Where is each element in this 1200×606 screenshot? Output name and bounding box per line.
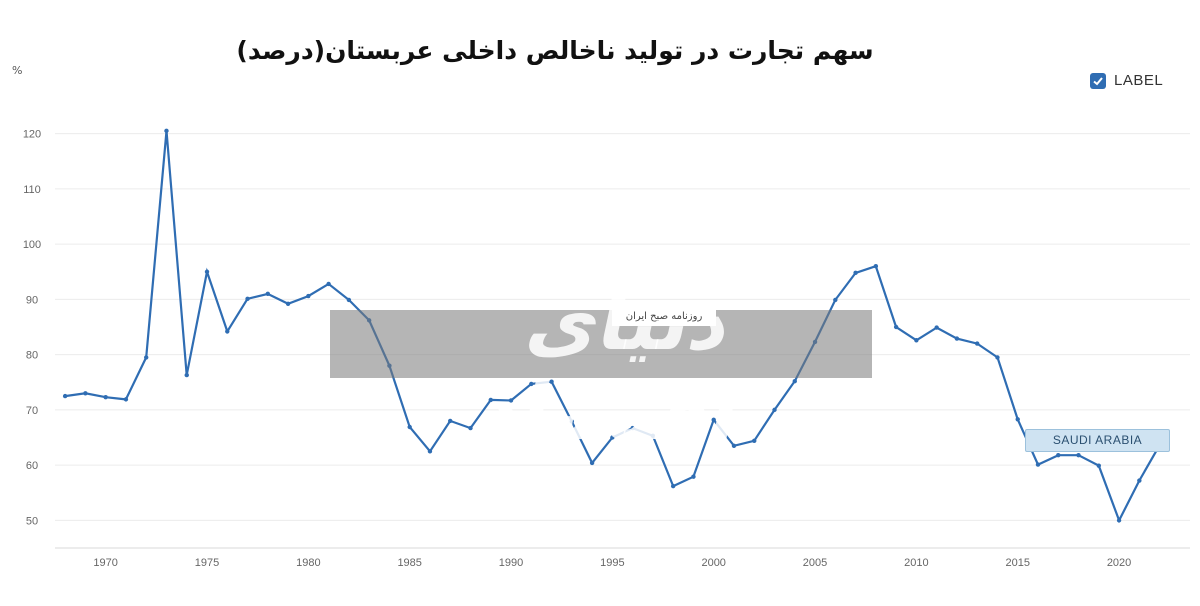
x-tick-label: 1970 xyxy=(93,557,117,569)
data-point[interactable] xyxy=(103,394,108,400)
y-tick-label: 110 xyxy=(23,184,41,196)
data-point[interactable] xyxy=(83,391,88,396)
data-point[interactable] xyxy=(1076,452,1081,458)
data-point[interactable] xyxy=(245,296,250,302)
data-point[interactable] xyxy=(873,264,879,269)
data-point[interactable] xyxy=(630,425,635,431)
y-tick-label: 120 xyxy=(23,129,41,141)
data-point[interactable] xyxy=(731,443,737,448)
data-point[interactable] xyxy=(954,336,960,341)
data-point[interactable] xyxy=(995,355,1000,360)
watermark-band xyxy=(330,310,872,378)
data-point[interactable] xyxy=(529,381,534,387)
data-point[interactable] xyxy=(833,297,838,303)
data-point[interactable] xyxy=(650,433,656,439)
data-point[interactable] xyxy=(306,293,311,299)
watermark-logo-text: دنیای اقتصاد xyxy=(472,278,748,458)
series-tag: SAUDI ARABIA xyxy=(1025,429,1170,452)
data-point[interactable] xyxy=(448,418,453,424)
x-tick-label: 2010 xyxy=(904,557,928,569)
data-point[interactable] xyxy=(914,338,919,343)
data-point[interactable] xyxy=(772,407,777,413)
data-point[interactable] xyxy=(792,378,797,384)
y-axis-unit: % xyxy=(12,64,23,77)
y-axis-ticks: 50 60 70 80 90 100 110 120 xyxy=(23,129,41,528)
data-point[interactable] xyxy=(144,355,149,360)
data-point[interactable] xyxy=(123,397,129,402)
data-point[interactable] xyxy=(610,435,615,440)
x-tick-label: 1975 xyxy=(195,557,219,569)
data-point[interactable] xyxy=(427,449,433,454)
y-tick-label: 70 xyxy=(26,405,38,417)
data-point[interactable] xyxy=(752,438,757,444)
data-point[interactable] xyxy=(184,372,189,378)
data-point[interactable] xyxy=(1015,417,1020,422)
data-point[interactable] xyxy=(407,424,412,430)
data-point[interactable] xyxy=(1056,452,1061,458)
data-point[interactable] xyxy=(508,398,514,403)
data-point[interactable] xyxy=(1137,478,1142,483)
data-point[interactable] xyxy=(1035,462,1041,467)
data-point[interactable] xyxy=(893,324,899,330)
data-point[interactable] xyxy=(711,417,716,423)
x-tick-label: 2000 xyxy=(701,557,725,569)
data-point[interactable] xyxy=(204,269,210,274)
x-tick-label: 1990 xyxy=(499,557,523,569)
data-point[interactable] xyxy=(974,341,980,346)
y-tick-label: 50 xyxy=(26,515,38,527)
data-point[interactable] xyxy=(670,483,676,489)
y-tick-label: 100 xyxy=(23,239,41,251)
data-point[interactable] xyxy=(468,425,473,431)
data-point[interactable] xyxy=(853,270,858,276)
x-tick-label: 1985 xyxy=(397,557,421,569)
y-tick-label: 90 xyxy=(26,294,38,306)
data-point[interactable] xyxy=(164,128,169,134)
data-point[interactable] xyxy=(488,397,493,403)
legend-label: LABEL xyxy=(1114,72,1164,89)
data-point[interactable] xyxy=(589,460,595,466)
x-axis-ticks: 1970 1975 1980 1985 1990 1995 2000 2005 2010 2015… xyxy=(93,557,1131,569)
data-point[interactable] xyxy=(326,281,331,287)
x-tick-label: 1995 xyxy=(600,557,624,569)
y-tick-label: 80 xyxy=(26,350,38,362)
checkbox-checked-icon[interactable] xyxy=(1090,72,1106,89)
data-point[interactable] xyxy=(62,393,68,399)
data-point[interactable] xyxy=(285,301,291,306)
data-point[interactable] xyxy=(346,297,352,303)
data-point[interactable] xyxy=(1116,518,1122,523)
x-tick-label: 1980 xyxy=(296,557,320,569)
legend-toggle[interactable]: LABEL xyxy=(1090,72,1163,89)
x-tick-label: 2015 xyxy=(1005,557,1029,569)
y-tick-label: 60 xyxy=(26,460,38,472)
data-point[interactable] xyxy=(1096,463,1101,468)
x-tick-label: 2005 xyxy=(803,557,827,569)
chart-title: سهم تجارت در تولید ناخالص داخلی عربستان(… xyxy=(236,36,874,65)
data-point[interactable] xyxy=(934,325,939,330)
watermark-subtitle: روزنامه صبح ایران xyxy=(612,308,716,326)
data-point[interactable] xyxy=(265,291,271,297)
data-point[interactable] xyxy=(549,379,554,384)
x-tick-label: 2020 xyxy=(1107,557,1131,569)
data-point[interactable] xyxy=(569,419,575,424)
data-point[interactable] xyxy=(225,329,230,334)
data-point[interactable] xyxy=(691,474,696,479)
